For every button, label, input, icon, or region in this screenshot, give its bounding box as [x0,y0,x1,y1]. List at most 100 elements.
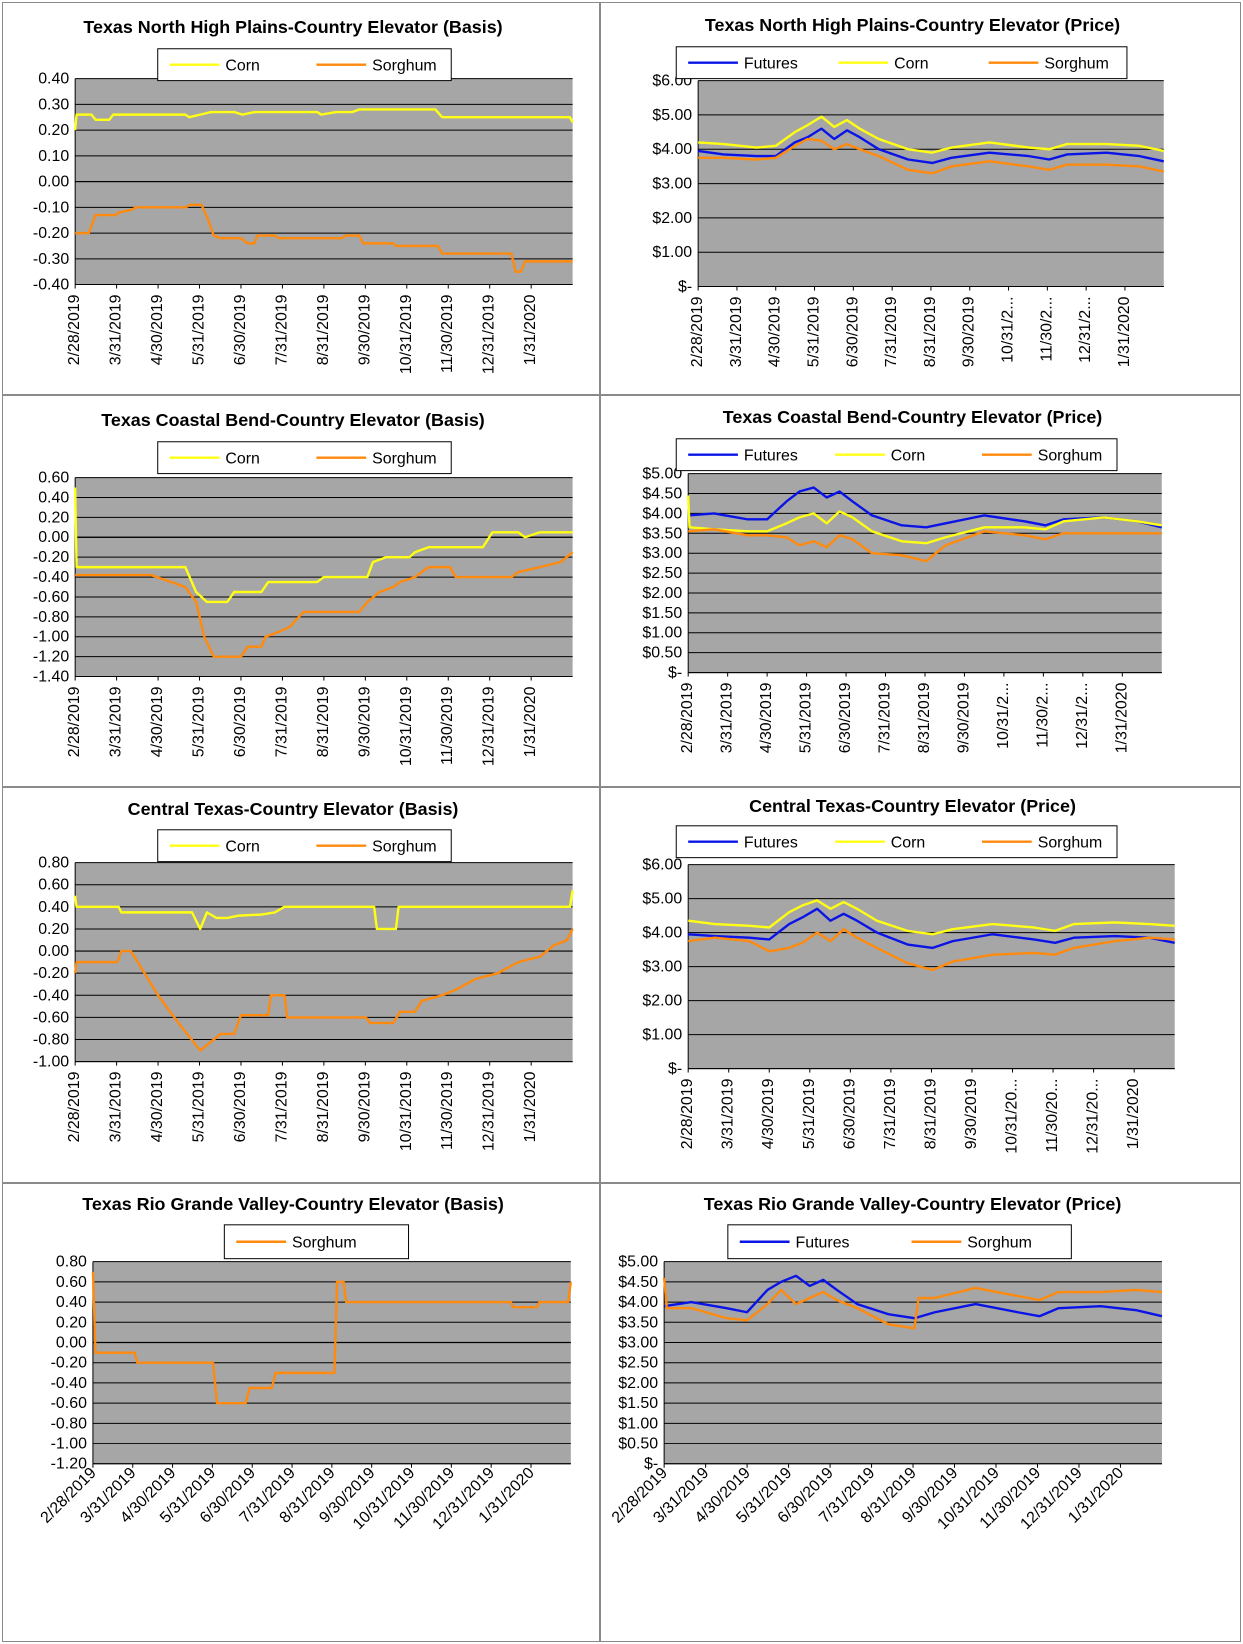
y-tick-label: -0.10 [33,199,69,216]
x-tick-label: 5/31/2019 [801,1078,818,1149]
x-tick-label: 6/30/2019 [232,1071,249,1142]
y-tick-label: $1.00 [618,1415,658,1432]
x-tick-label: 8/31/2019 [315,1071,332,1142]
series-line-futures [663,1274,1163,1320]
x-tick-label: 9/30/2019 [356,1071,373,1142]
y-tick-label: $1.50 [618,1395,658,1412]
x-tick-label: 5/31/2019 [190,294,207,365]
x-tick-label: 10/31/2... [1000,296,1017,362]
y-tick-label: $2.00 [642,993,682,1010]
chart-svg: Texas Rio Grande Valley-Country Elevator… [609,1194,1163,1533]
y-tick-label: -0.20 [33,225,69,242]
x-tick-label: 12/31/2019 [481,1071,498,1151]
y-tick-label: $2.00 [618,1375,658,1392]
y-tick-label: 0.10 [38,148,69,165]
y-tick-label: $3.00 [642,959,682,976]
series-line-corn [698,115,1165,154]
y-tick-label: -0.40 [51,1375,87,1392]
legend-label: Futures [744,56,798,73]
y-tick-label: 0.80 [38,855,69,872]
x-tick-label: 6/30/2019 [837,682,854,753]
y-tick-label: $1.00 [642,1027,682,1044]
series-line-corn [73,108,574,131]
y-tick-label: $1.00 [652,244,692,261]
x-tick-label: 2/28/2019 [689,296,706,367]
legend-label: Corn [225,839,259,856]
x-tick-label: 4/30/2019 [149,294,166,365]
y-tick-label: 0.20 [38,921,69,938]
x-tick-label: 10/31/2... [995,683,1012,749]
y-tick-label: $4.00 [642,925,682,942]
y-tick-label: -1.40 [33,669,69,686]
y-tick-label: 0.60 [56,1274,87,1291]
x-tick-label: 1/31/2020 [522,686,539,757]
y-tick-label: -0.80 [33,1031,69,1048]
y-tick-label: -0.40 [33,987,69,1004]
y-tick-label: $4.00 [652,141,692,158]
chart-title: Central Texas-Country Elevator (Basis) [128,799,459,819]
x-tick-label: 11/30/2... [1034,683,1051,748]
y-tick-label: -0.80 [51,1415,87,1432]
chart-title: Texas Rio Grande Valley-Country Elevator… [704,1194,1122,1214]
legend-label: Futures [744,448,798,465]
x-tick-label: 7/31/2019 [882,1078,899,1149]
legend-label: Sorghum [372,451,437,468]
y-tick-label: -0.60 [33,589,69,606]
x-tick-label: 1/31/2020 [1116,296,1133,367]
series-line-sorghum [91,1271,573,1405]
y-tick-label: $3.00 [642,545,682,562]
y-tick-label: -1.00 [51,1436,87,1453]
chart-nhp-price: Texas North High Plains-Country Elevator… [600,2,1241,395]
y-tick-label: 0.80 [56,1254,87,1271]
y-tick-label: $0.50 [618,1436,658,1453]
y-tick-label: $- [644,1456,658,1473]
y-tick-label: 0.30 [38,96,69,113]
legend-label: Corn [225,451,259,468]
y-tick-label: $1.50 [642,605,682,622]
y-tick-label: $- [678,279,692,296]
y-tick-label: 0.00 [38,943,69,960]
series-line-sorghum [698,137,1165,175]
x-tick-label: 9/30/2019 [955,682,972,753]
chart-ct-basis: Central Texas-Country Elevator (Basis) 0.… [2,787,600,1183]
chart-cb-price: Texas Coastal Bend-Country Elevator (Pri… [600,395,1241,787]
y-tick-label: $5.00 [618,1254,658,1271]
y-tick-label: 0.40 [38,489,69,506]
legend-label: Sorghum [1038,835,1103,852]
x-tick-label: 4/30/2019 [760,1078,777,1149]
x-tick-label: 1/31/2020 [1125,1078,1142,1149]
series-line-corn [73,487,573,604]
chart-title: Texas Rio Grande Valley-Country Elevator… [82,1194,504,1214]
legend-label: Sorghum [1044,56,1109,73]
chart-svg: Texas Coastal Bend-Country Elevator (Pri… [642,407,1163,753]
y-tick-label: $2.50 [618,1355,658,1372]
y-tick-label: $6.00 [642,857,682,874]
y-tick-label: 0.00 [38,529,69,546]
y-tick-label: $4.50 [642,485,682,502]
y-tick-label: -0.20 [51,1355,87,1372]
y-tick-label: 0.40 [56,1294,87,1311]
x-tick-label: 1/31/2020 [522,294,539,365]
legend-label: Sorghum [372,839,437,856]
y-tick-label: $3.00 [652,176,692,193]
y-tick-label: $2.00 [652,210,692,227]
chart-ct-price: Central Texas-Country Elevator (Price) $6… [600,787,1241,1183]
x-tick-label: 2/28/2019 [66,686,83,757]
y-tick-label: -1.00 [33,629,69,646]
legend [675,825,1118,859]
series-line-corn [686,495,1162,545]
x-tick-label: 2/28/2019 [679,682,696,753]
legend [675,46,1128,80]
y-tick-label: 0.20 [38,509,69,526]
y-tick-label: $0.50 [642,645,682,662]
chart-nhp-basis: Texas North High Plains-Country Elevator… [2,2,600,395]
chart-title: Central Texas-Country Elevator (Price) [749,796,1076,816]
y-tick-label: -0.20 [33,965,69,982]
series-line-futures [688,486,1163,529]
series-line-sorghum [662,1277,1163,1330]
chart-svg: Central Texas-Country Elevator (Basis) 0.… [33,799,574,1151]
y-tick-label: $2.50 [642,565,682,582]
y-tick-label: $1.00 [642,625,682,642]
chart-title: Texas Coastal Bend-Country Elevator (Pri… [723,407,1102,427]
